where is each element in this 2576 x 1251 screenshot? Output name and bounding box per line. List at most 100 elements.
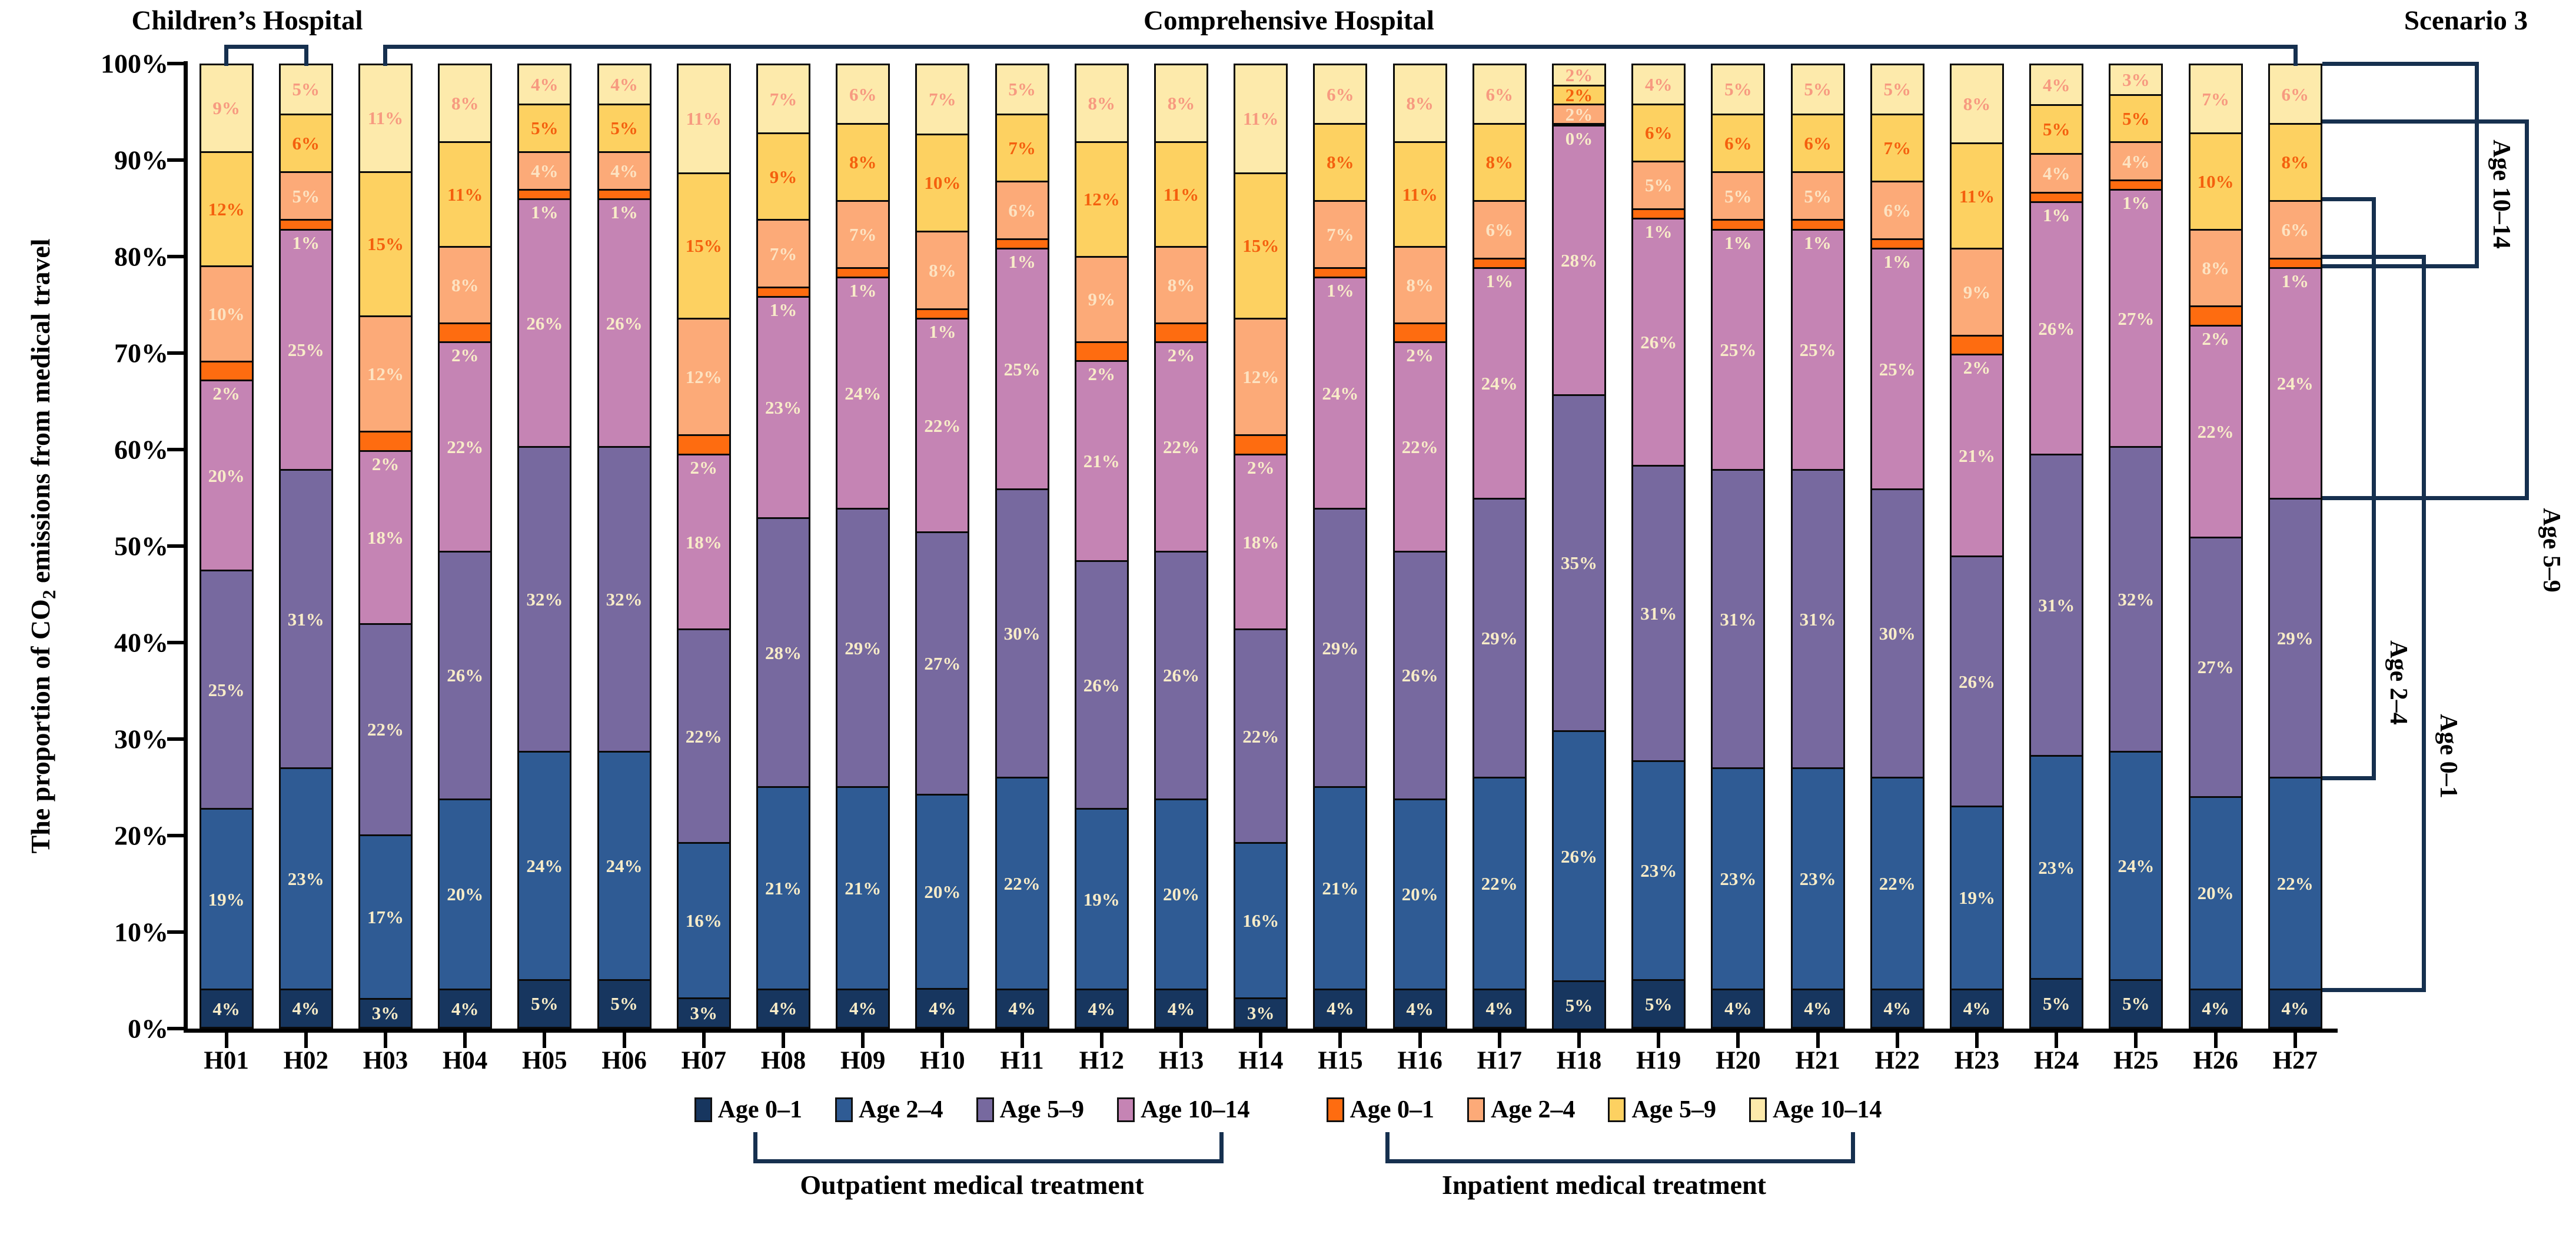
bar-segment-H25-inpatient-7: 3% <box>2110 65 2162 94</box>
segment-value-label: 6% <box>1485 219 1514 240</box>
segment-value-label: 4% <box>2042 74 2070 95</box>
bar-segment-H20-inpatient-5: 5% <box>1713 171 1764 219</box>
segment-value-label: 5% <box>1883 79 1912 100</box>
segment-value-label: 26% <box>1163 665 1199 686</box>
category-label-H19: H19 <box>1636 1047 1681 1074</box>
segment-value-label: 25% <box>208 679 245 700</box>
segment-value-label: 5% <box>2042 993 2070 1014</box>
bar-segment-H06-outpatient-1: 24% <box>599 750 650 980</box>
x-tick <box>463 1033 467 1048</box>
legend-item-label: Age 10–14 <box>1141 1096 1250 1123</box>
age-range-label-2: Age 2–4 <box>2385 640 2412 725</box>
bar-segment-H08-outpatient-1: 21% <box>758 786 809 989</box>
bar-segment-H27-outpatient-3: 24% <box>2269 267 2321 498</box>
inpatient-treatment-label: Inpatient medical treatment <box>1441 1170 1766 1200</box>
bar-segment-H17-outpatient-2: 29% <box>1474 498 1525 777</box>
segment-value-label: 21% <box>845 878 882 899</box>
segment-value-label: 8% <box>451 93 479 114</box>
segment-value-label: 22% <box>685 726 722 747</box>
segment-value-label: 7% <box>1327 224 1354 245</box>
legend-item-outpatient-3: Age 10–14 <box>1117 1096 1250 1124</box>
bar-segment-H21-outpatient-3: 25% <box>1792 228 1843 470</box>
bar-H08: 7% 9% 7% 1% 23% 28% 21% 4% <box>756 64 810 1029</box>
segment-value-label: 29% <box>2276 628 2314 649</box>
segment-value-label: 11% <box>447 184 483 205</box>
bar-segment-H24-outpatient-3: 26% <box>2031 201 2082 454</box>
bar-segment-H04-outpatient-0: 4% <box>440 989 491 1027</box>
segment-value-label: 6% <box>2281 84 2309 105</box>
segment-value-label: 2% <box>1247 457 1275 478</box>
bar-segment-H08-outpatient-3: 23% <box>758 296 809 517</box>
segment-value-label: 8% <box>1088 93 1116 114</box>
bar-segment-H15-inpatient-7: 6% <box>1315 65 1366 124</box>
bar-segment-H11-outpatient-3: 25% <box>996 248 1048 488</box>
bar-H02: 5% 6% 5% 1% 25% 31% 23% 4% <box>278 64 333 1029</box>
bar-segment-H03-outpatient-3: 18% <box>360 450 411 623</box>
y-tick <box>167 351 185 355</box>
outpatient-bracket <box>753 1132 1224 1163</box>
segment-value-label: 22% <box>447 437 484 458</box>
y-tick <box>167 62 185 65</box>
segment-value-label: 4% <box>1883 998 1912 1019</box>
segment-value-label: 5% <box>531 993 559 1014</box>
segment-value-label: 1% <box>292 232 320 253</box>
category-label-H04: H04 <box>442 1047 488 1074</box>
age-bracket-top-0 <box>2322 62 2477 66</box>
bar-H20: 5% 6% 5% 1% 25% 31% 23% 4% <box>1711 64 1766 1029</box>
bar-segment-H03-inpatient-7: 11% <box>360 65 411 171</box>
bar-segment-H19-inpatient-5: 5% <box>1633 160 1684 208</box>
y-tick-label: 70% <box>114 338 168 368</box>
bar-segment-H04-inpatient-7: 8% <box>440 65 491 142</box>
segment-value-label: 4% <box>1167 998 1195 1019</box>
category-label-H16: H16 <box>1397 1047 1442 1074</box>
bar-segment-H08-inpatient-7: 7% <box>758 65 809 133</box>
legend-item-inpatient-2: Age 5–9 <box>1608 1096 1716 1124</box>
x-tick <box>1099 1033 1103 1048</box>
bar-segment-H14-outpatient-0: 3% <box>1235 997 1287 1027</box>
bar-segment-H18-outpatient-3: 28% <box>1554 125 1604 394</box>
bar-H03: 11% 15% 12% 2% 18% 22% 17% 3% <box>358 64 413 1029</box>
legend-item-label: Age 10–14 <box>1772 1096 1882 1123</box>
bar-segment-H27-inpatient-7: 6% <box>2269 65 2321 124</box>
category-label-H13: H13 <box>1158 1047 1204 1074</box>
segment-value-label: 8% <box>451 275 479 296</box>
legend-item-inpatient-0: Age 0–1 <box>1326 1096 1434 1124</box>
bar-segment-H01-outpatient-3: 20% <box>201 379 252 570</box>
segment-value-label: 6% <box>292 132 320 154</box>
segment-value-label: 9% <box>769 166 797 187</box>
bar-segment-H05-inpatient-5: 4% <box>519 151 570 189</box>
segment-value-label: 21% <box>1083 451 1120 472</box>
bar-segment-H12-inpatient-4: 2% <box>1076 341 1127 383</box>
legend-item-outpatient-0: Age 0–1 <box>694 1096 802 1124</box>
bar-segment-H23-outpatient-0: 4% <box>1952 988 2002 1027</box>
legend-swatch-inpatient-3 <box>1749 1097 1767 1122</box>
bar-segment-H18-inpatient-7: 2% <box>1554 65 1604 85</box>
segment-value-label: 7% <box>929 89 956 110</box>
segment-value-label: 12% <box>1242 367 1279 388</box>
x-tick <box>543 1033 547 1048</box>
segment-value-label: 1% <box>531 202 559 223</box>
category-label-H18: H18 <box>1556 1047 1602 1074</box>
bar-segment-H12-outpatient-3: 21% <box>1076 360 1127 561</box>
bar-segment-H23-inpatient-7: 8% <box>1952 65 2002 142</box>
segment-value-label: 8% <box>849 152 877 173</box>
category-label-H24: H24 <box>2033 1047 2079 1074</box>
segment-value-label: 2% <box>212 382 240 404</box>
bar-segment-H04-inpatient-5: 8% <box>440 246 491 322</box>
segment-value-label: 31% <box>1799 608 1836 630</box>
y-tick-label: 40% <box>114 627 168 658</box>
x-tick <box>1418 1033 1422 1048</box>
segment-value-label: 5% <box>1804 79 1832 100</box>
segment-value-label: 8% <box>1167 275 1195 296</box>
legend-swatch-inpatient-1 <box>1467 1097 1485 1122</box>
bar-segment-H21-inpatient-4: 1% <box>1792 219 1843 252</box>
bar-segment-H25-inpatient-4: 1% <box>2110 179 2162 212</box>
bar-segment-H03-outpatient-2: 22% <box>360 623 411 835</box>
bar-segment-H04-inpatient-4: 2% <box>440 322 491 364</box>
category-label-H25: H25 <box>2113 1047 2159 1074</box>
bar-segment-H17-inpatient-7: 6% <box>1474 65 1525 124</box>
bar-segment-H26-inpatient-5: 8% <box>2190 228 2241 306</box>
segment-value-label: 35% <box>1561 553 1597 574</box>
bar-segment-H23-outpatient-2: 26% <box>1952 555 2002 806</box>
legend-item-inpatient-3: Age 10–14 <box>1749 1096 1882 1124</box>
